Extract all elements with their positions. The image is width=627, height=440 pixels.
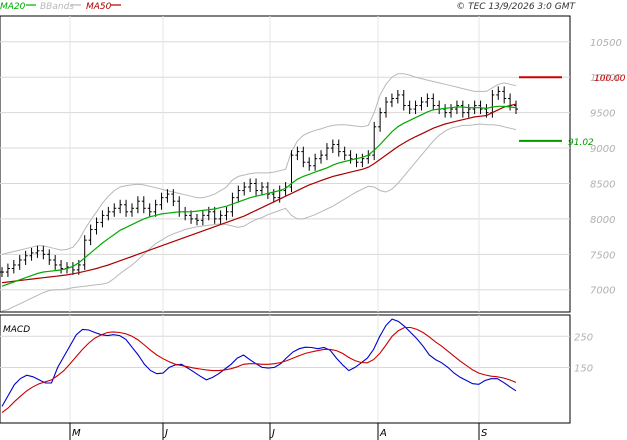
macd-y-axis: 150 250 bbox=[574, 332, 593, 374]
macd-series bbox=[1, 318, 517, 414]
macd-y-tick-label: 250 bbox=[574, 332, 593, 343]
price-level-label: 91.02 bbox=[568, 138, 594, 148]
price-levels: 100.00 91.02 bbox=[519, 74, 626, 148]
bband-lower-line bbox=[1, 123, 517, 312]
price-gridlines bbox=[0, 16, 570, 312]
bollinger-bands bbox=[1, 73, 517, 312]
macd-line bbox=[1, 318, 517, 407]
price-y-tick-label: 7000 bbox=[590, 286, 615, 297]
x-tick-label: J bbox=[270, 428, 275, 439]
price-y-tick-label: 9500 bbox=[590, 109, 615, 120]
x-tick-label: S bbox=[481, 428, 488, 439]
macd-y-tick-label: 150 bbox=[574, 363, 593, 374]
ma20-line bbox=[1, 105, 517, 287]
x-tick-label: M bbox=[72, 428, 81, 439]
macd-signal-line bbox=[1, 326, 517, 414]
chart-credit: © TEC 13/9/2026 3:0 GMT bbox=[456, 2, 576, 12]
price-panel bbox=[0, 15, 571, 313]
price-y-tick-label: 10000 bbox=[590, 73, 622, 84]
macd-gridlines bbox=[0, 315, 570, 423]
price-y-tick-label: 8500 bbox=[590, 179, 615, 190]
legend-bbands-label: BBands bbox=[40, 2, 74, 12]
macd-panel-title: MACD bbox=[3, 325, 30, 335]
bband-upper-line bbox=[1, 73, 517, 255]
legend: MA20 BBands MA50 bbox=[0, 2, 121, 12]
price-y-tick-label: 9000 bbox=[590, 144, 615, 155]
legend-ma20-label: MA20 bbox=[0, 2, 26, 12]
x-tick-label: A bbox=[379, 428, 387, 439]
ma50-line bbox=[1, 103, 517, 284]
moving-averages bbox=[1, 103, 517, 287]
price-y-axis: 7000 7500 8000 8500 9000 9500 10000 10500 bbox=[590, 38, 622, 297]
price-level-label: 100.00 bbox=[594, 74, 626, 84]
legend-ma50-label: MA50 bbox=[86, 2, 112, 12]
price-y-tick-label: 8000 bbox=[590, 215, 615, 226]
price-y-tick-label: 7500 bbox=[590, 250, 615, 261]
price-y-tick-label: 10500 bbox=[590, 38, 622, 49]
x-tick-label: J bbox=[163, 428, 168, 439]
